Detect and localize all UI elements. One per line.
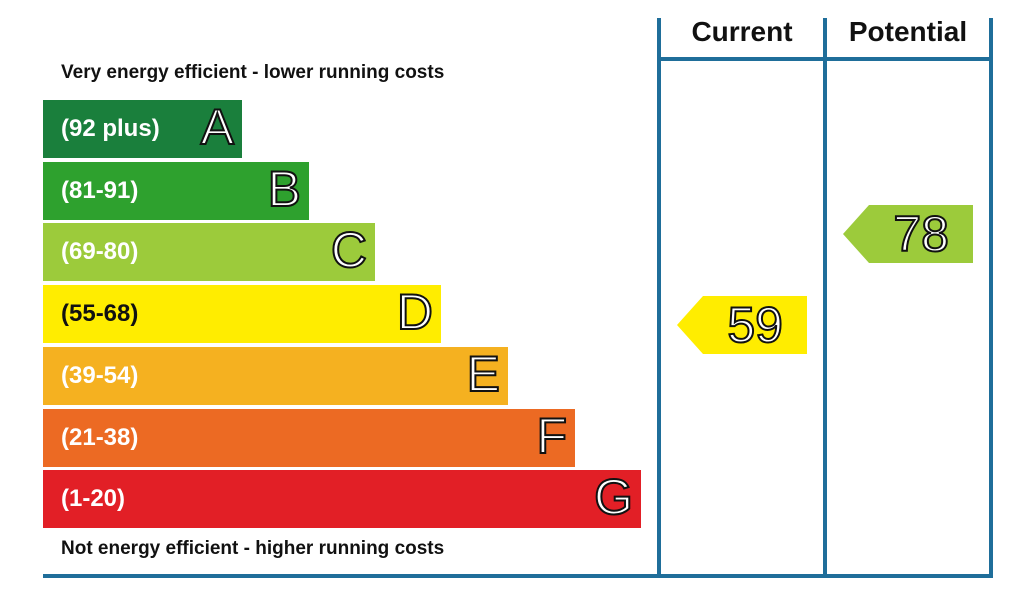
band-letter: D	[396, 283, 434, 341]
band-range: (92 plus)	[61, 115, 160, 142]
band-letter: F	[535, 407, 568, 465]
current-rating-value: 59	[726, 296, 784, 354]
column-potential-header: Potential	[848, 16, 968, 47]
band-d: (55-68) D	[43, 283, 441, 344]
potential-rating-value: 78	[892, 205, 950, 263]
header-line	[657, 57, 993, 61]
divider	[657, 18, 661, 578]
top-caption: Very energy efficient - lower running co…	[61, 62, 445, 83]
band-letter: C	[330, 221, 368, 279]
band-range: (55-68)	[61, 300, 139, 328]
divider	[823, 18, 827, 578]
divider	[989, 18, 993, 578]
potential-rating-arrow: 78	[843, 205, 973, 263]
band-letter: G	[593, 468, 634, 526]
band-f: (21-38) F	[43, 407, 575, 467]
band-range: (39-54)	[61, 361, 139, 389]
band-range: (1-20)	[61, 485, 126, 513]
current-rating-arrow: 59	[677, 296, 807, 354]
band-letter: E	[466, 345, 501, 403]
band-range: (21-38)	[61, 423, 139, 451]
band-e: (39-54) E	[43, 345, 508, 405]
band-c: (69-80) C	[43, 221, 375, 282]
column-current-header: Current	[691, 16, 793, 47]
bottom-caption: Not energy efficient - higher running co…	[61, 538, 445, 559]
band-range: (69-80)	[61, 238, 139, 266]
band-b: (81-91) B	[43, 160, 309, 220]
band-a: (92 plus) A	[43, 98, 242, 158]
band-letter: A	[200, 98, 235, 156]
band-g: (1-20) G	[43, 468, 641, 529]
band-range: (81-91)	[61, 176, 139, 204]
band-letter: B	[267, 160, 302, 218]
bottom-line	[43, 574, 993, 578]
